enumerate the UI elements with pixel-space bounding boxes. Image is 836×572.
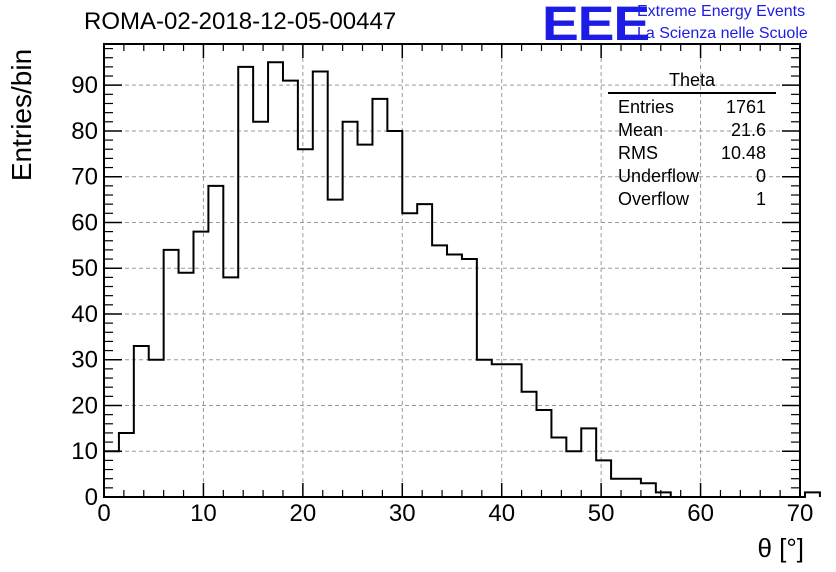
histogram-bin bbox=[223, 277, 238, 497]
histogram-bin bbox=[387, 131, 402, 497]
chart-title: ROMA-02-2018-12-05-00447 bbox=[84, 8, 397, 35]
histogram-bin bbox=[179, 273, 194, 497]
y-tick-label: 50 bbox=[71, 255, 98, 282]
x-tick-label: 50 bbox=[588, 500, 615, 527]
stats-value: 21.6 bbox=[730, 120, 766, 140]
histogram-bin bbox=[119, 433, 134, 497]
stats-value: 1 bbox=[755, 189, 766, 209]
histogram-bin bbox=[372, 99, 387, 497]
x-tick-label: 70 bbox=[787, 500, 814, 527]
stats-label: Mean bbox=[618, 120, 664, 140]
histogram-bin bbox=[581, 428, 596, 497]
histogram-bin bbox=[253, 122, 268, 497]
histogram-bin bbox=[343, 122, 358, 497]
stats-box: Theta Entries 1761 Mean 21.6 RMS 10.48 Unde… bbox=[608, 70, 776, 211]
x-tick-labels: 0 10 20 30 40 50 60 70 bbox=[97, 500, 813, 527]
stats-value: 0 bbox=[755, 166, 766, 186]
histogram-bin bbox=[417, 204, 432, 497]
y-tick-label: 60 bbox=[71, 209, 98, 236]
plot-frame bbox=[103, 43, 801, 498]
y-axis-label: Entries/bin bbox=[6, 48, 37, 182]
histogram-bin bbox=[492, 364, 507, 497]
y-tick-label: 40 bbox=[71, 301, 98, 328]
x-tick-label: 10 bbox=[190, 500, 217, 527]
stats-row-mean: Mean 21.6 bbox=[608, 119, 776, 142]
y-tick-label: 70 bbox=[71, 164, 98, 191]
y-tick-label: 80 bbox=[71, 118, 98, 145]
histogram-bin bbox=[298, 149, 313, 497]
x-tick-label: 30 bbox=[389, 500, 416, 527]
histogram-bin bbox=[358, 145, 373, 497]
y-tick-labels: 0 10 20 30 40 50 60 70 80 90 bbox=[71, 72, 98, 511]
histogram-bin bbox=[507, 364, 522, 497]
histogram-bin bbox=[537, 410, 552, 497]
histogram-bin bbox=[462, 259, 477, 497]
stats-value: 1761 bbox=[725, 97, 766, 117]
logo-line-1: Extreme Energy Events bbox=[637, 3, 806, 20]
stats-label: Overflow bbox=[618, 189, 690, 209]
y-tick-label: 20 bbox=[71, 392, 98, 419]
histogram-bin bbox=[596, 460, 611, 497]
grid-lines bbox=[104, 44, 800, 497]
histogram-bin bbox=[328, 200, 343, 497]
histogram-bin bbox=[283, 81, 298, 497]
histogram-bin bbox=[477, 360, 492, 497]
axis-ticks bbox=[103, 44, 801, 498]
stats-label: Entries bbox=[618, 97, 675, 117]
stats-row-rms: RMS 10.48 bbox=[608, 142, 776, 165]
histogram-bin bbox=[432, 245, 447, 497]
histogram-bin bbox=[447, 254, 462, 497]
x-tick-label: 0 bbox=[97, 500, 110, 527]
histogram-bin bbox=[641, 483, 656, 497]
histogram-bin bbox=[134, 346, 149, 497]
histogram-bin bbox=[238, 67, 253, 497]
histogram-bin bbox=[149, 360, 164, 497]
histogram-bin bbox=[193, 232, 208, 497]
histogram-bin bbox=[104, 451, 119, 497]
histogram-bin bbox=[551, 438, 566, 497]
stats-label: RMS bbox=[618, 143, 658, 163]
y-tick-label: 30 bbox=[71, 347, 98, 374]
histogram-bin bbox=[522, 392, 537, 497]
x-tick-label: 60 bbox=[687, 500, 714, 527]
histogram-bin bbox=[626, 479, 641, 497]
eee-logo: EEE bbox=[542, 0, 650, 51]
stats-label: Underflow bbox=[618, 166, 700, 186]
histogram-bin bbox=[208, 186, 223, 497]
y-tick-label: 0 bbox=[85, 484, 98, 511]
stats-row-underflow: Underflow 0 bbox=[608, 165, 776, 188]
x-tick-label: 40 bbox=[488, 500, 515, 527]
stats-value: 10.48 bbox=[720, 143, 766, 163]
y-tick-label: 10 bbox=[71, 438, 98, 465]
x-tick-label: 20 bbox=[290, 500, 317, 527]
logo-line-2: La Scienza nelle Scuole bbox=[637, 25, 808, 42]
histogram-bin bbox=[402, 213, 417, 497]
stats-title: Theta bbox=[608, 70, 776, 94]
histogram-outline bbox=[103, 61, 821, 498]
histogram-bin bbox=[566, 451, 581, 497]
histogram-bin bbox=[611, 479, 626, 497]
x-axis-label: θ [°] bbox=[757, 533, 804, 563]
histogram-bin bbox=[313, 71, 328, 497]
stats-row-entries: Entries 1761 bbox=[608, 96, 776, 119]
y-tick-label: 90 bbox=[71, 72, 98, 99]
histogram-bin bbox=[164, 250, 179, 497]
stats-row-overflow: Overflow 1 bbox=[608, 188, 776, 211]
histogram-bin bbox=[268, 62, 283, 497]
